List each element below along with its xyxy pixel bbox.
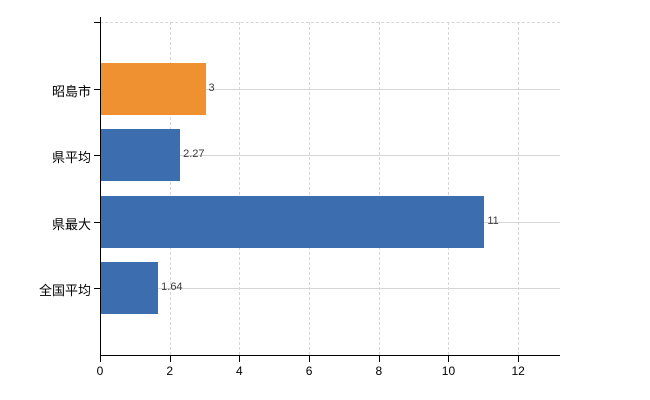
bar: [101, 262, 159, 315]
category-label: 全国平均: [38, 283, 91, 299]
y-tick-mark: [94, 22, 100, 23]
category-label: 昭島市: [51, 83, 91, 99]
x-tick-label: 6: [305, 364, 313, 378]
bar-value-label: 2.27: [183, 148, 205, 161]
x-gridline: [378, 22, 380, 355]
bar-value-label: 3: [208, 81, 215, 94]
x-gridline: [518, 22, 520, 355]
x-tick-label: 8: [375, 364, 383, 378]
x-gridline: [448, 22, 450, 355]
x-tick-label: 12: [511, 364, 525, 378]
y-tick-mark: [94, 155, 100, 157]
bar: [101, 62, 206, 115]
x-gridline: [169, 22, 171, 355]
plot-top-border: [100, 22, 560, 23]
category-gridline: [100, 88, 560, 90]
category-gridline: [100, 155, 560, 157]
x-tick-mark: [309, 355, 311, 362]
y-axis-line: [100, 17, 101, 355]
x-tick-mark: [378, 355, 380, 362]
x-gridline: [239, 22, 241, 355]
category-gridline: [100, 288, 560, 290]
category-label: 県最大: [51, 216, 91, 232]
x-tick-mark: [239, 355, 241, 362]
bar-value-label: 11: [487, 214, 499, 227]
x-tick-mark: [169, 355, 171, 362]
x-tick-mark: [518, 355, 520, 362]
x-gridline: [309, 22, 311, 355]
category-label: 県平均: [51, 150, 91, 166]
x-axis-line: [100, 355, 560, 356]
x-tick-label: 10: [441, 364, 456, 378]
bar: [101, 129, 181, 182]
bar-value-label: 1.64: [161, 281, 183, 294]
x-tick-mark: [100, 355, 101, 362]
x-tick-label: 4: [236, 364, 243, 378]
x-tick-mark: [448, 355, 450, 362]
y-tick-mark: [94, 288, 100, 290]
y-tick-mark: [94, 221, 100, 223]
x-tick-label: 2: [166, 364, 174, 378]
bar: [101, 195, 485, 248]
x-tick-label: 0: [96, 364, 104, 378]
y-tick-mark: [94, 88, 100, 90]
